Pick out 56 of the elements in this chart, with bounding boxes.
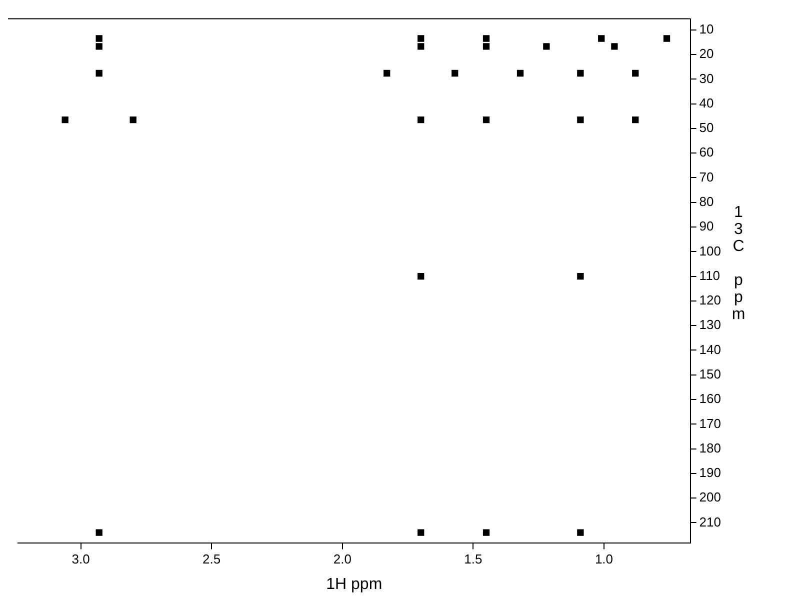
point — [543, 43, 550, 50]
point — [663, 35, 670, 42]
point — [418, 35, 424, 42]
y-tick-label: 160 — [699, 391, 722, 406]
y-axis-title: 13C ppm — [730, 204, 747, 323]
point — [598, 35, 605, 42]
point — [577, 116, 584, 124]
point — [96, 43, 102, 50]
y-tick-label: 20 — [699, 46, 714, 62]
x-axis-title: 1H ppm — [326, 576, 382, 593]
point — [96, 35, 102, 42]
y-tick-label: 190 — [699, 465, 722, 480]
y-tick-label: 60 — [699, 144, 714, 160]
point — [482, 43, 490, 50]
y-tick-label: 180 — [699, 440, 722, 456]
point — [482, 116, 490, 124]
point — [418, 272, 424, 280]
point — [516, 70, 524, 77]
point — [577, 529, 584, 536]
y-tick-label: 120 — [699, 292, 722, 308]
x-tick-label: 2.0 — [333, 552, 352, 567]
y-tick-label: 110 — [699, 268, 720, 283]
point — [482, 529, 490, 536]
x-tick-label: 2.5 — [202, 552, 221, 567]
point — [418, 43, 424, 50]
point — [96, 529, 102, 536]
y-tick-label: 80 — [699, 194, 714, 209]
point — [632, 116, 639, 124]
point — [611, 43, 618, 50]
y-tick-label: 210 — [699, 514, 722, 530]
point — [632, 70, 639, 77]
y-tick-label: 70 — [699, 169, 714, 184]
y-tick-label: 50 — [699, 120, 714, 136]
y-tick-label: 150 — [699, 366, 722, 382]
point — [96, 70, 102, 77]
point — [418, 116, 424, 124]
point — [577, 272, 584, 280]
y-tick-label: 100 — [699, 243, 722, 258]
point — [384, 70, 390, 77]
point — [418, 529, 424, 536]
x-tick-label: 1.0 — [594, 552, 614, 567]
point — [130, 116, 136, 124]
y-tick-label: 170 — [699, 416, 722, 431]
point — [452, 70, 458, 77]
y-tick-label: 90 — [699, 218, 714, 234]
x-tick-label: 1.5 — [464, 552, 482, 567]
y-tick-label: 130 — [699, 317, 722, 332]
point — [62, 116, 68, 124]
point — [577, 70, 584, 77]
y-tick-label: 200 — [699, 490, 722, 505]
point — [482, 35, 490, 42]
y-tick-label: 10 — [699, 21, 714, 36]
x-tick-label: 3.0 — [72, 552, 90, 567]
y-tick-label: 40 — [699, 95, 714, 110]
y-tick-label: 140 — [699, 342, 722, 357]
y-tick-label: 30 — [699, 70, 714, 86]
